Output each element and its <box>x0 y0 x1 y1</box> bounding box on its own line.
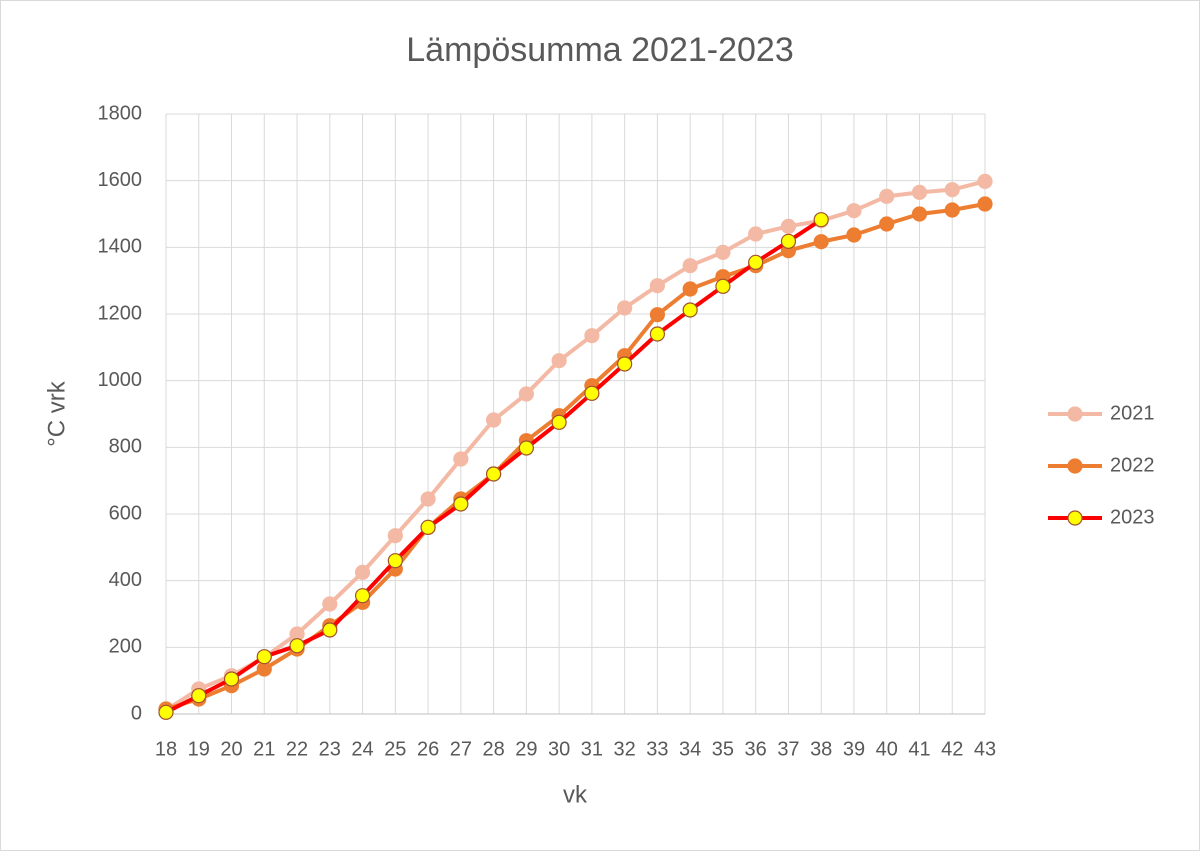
legend-label: 2021 <box>1110 402 1155 424</box>
series-marker <box>649 307 666 323</box>
series-marker <box>223 671 240 687</box>
series-marker <box>846 227 862 243</box>
series-marker <box>715 244 731 260</box>
series-marker <box>387 553 403 569</box>
x-tick-label: 31 <box>581 738 603 760</box>
x-tick-label: 26 <box>417 738 439 760</box>
x-tick-label: 38 <box>810 738 832 760</box>
series-marker <box>289 638 305 654</box>
series-marker <box>780 233 797 249</box>
series-marker <box>977 173 993 189</box>
series-marker <box>354 564 371 580</box>
x-tick-label: 37 <box>777 738 799 760</box>
y-tick-label: 1800 <box>98 102 143 124</box>
x-tick-label: 30 <box>548 738 570 760</box>
x-tick-label: 27 <box>450 738 472 760</box>
x-tick-label: 20 <box>220 738 242 760</box>
x-tick-label: 24 <box>351 738 373 760</box>
series-marker <box>387 528 403 544</box>
series-marker <box>649 278 666 294</box>
series-marker <box>780 218 797 234</box>
series-marker <box>322 622 338 638</box>
legend-marker <box>1067 406 1083 422</box>
x-tick-label: 41 <box>908 738 930 760</box>
y-tick-label: 1000 <box>98 369 143 391</box>
series-marker <box>354 588 371 604</box>
series-marker <box>911 206 928 222</box>
series-marker <box>322 596 338 612</box>
x-tick-label: 43 <box>974 738 996 760</box>
series-marker <box>486 412 502 428</box>
series-marker <box>748 254 764 270</box>
series-marker <box>584 385 600 401</box>
x-axis-label: vk <box>563 781 588 808</box>
x-tick-label: 34 <box>679 738 701 760</box>
legend-label: 2022 <box>1110 454 1155 476</box>
series-marker <box>944 182 960 198</box>
x-tick-label: 40 <box>876 738 898 760</box>
series-marker <box>879 216 895 232</box>
series-marker <box>813 212 829 228</box>
series-marker <box>617 300 633 316</box>
x-tick-label: 22 <box>286 738 308 760</box>
series-marker <box>813 234 829 250</box>
x-tick-label: 19 <box>188 738 210 760</box>
series-marker <box>518 440 534 456</box>
series-marker <box>551 353 567 369</box>
x-tick-label: 42 <box>941 738 963 760</box>
y-axis-label: °C vrk <box>43 380 70 447</box>
y-tick-label: 200 <box>109 636 142 658</box>
series-marker <box>649 326 666 342</box>
x-tick-label: 35 <box>712 738 734 760</box>
x-tick-label: 36 <box>745 738 767 760</box>
series-marker <box>420 519 436 535</box>
x-tick-label: 25 <box>384 738 406 760</box>
x-tick-label: 39 <box>843 738 865 760</box>
series-marker <box>584 328 600 344</box>
series-marker <box>551 414 567 430</box>
series-marker <box>486 466 502 482</box>
x-tick-label: 23 <box>319 738 341 760</box>
legend-label: 2023 <box>1110 506 1155 528</box>
y-tick-label: 1600 <box>98 169 143 191</box>
y-tick-label: 1400 <box>98 236 143 258</box>
y-tick-label: 600 <box>109 502 142 524</box>
series-marker <box>158 704 174 720</box>
series-marker <box>518 386 534 402</box>
series-marker <box>682 258 698 274</box>
series-marker <box>682 281 698 297</box>
legend-marker <box>1067 458 1083 474</box>
x-tick-label: 21 <box>253 738 275 760</box>
series-marker <box>748 226 764 242</box>
series-marker <box>453 496 469 512</box>
series-marker <box>191 688 207 704</box>
y-tick-label: 0 <box>131 702 142 724</box>
chart-title: Lämpösumma 2021-2023 <box>406 31 793 69</box>
y-tick-label: 800 <box>109 436 142 458</box>
series-marker <box>944 202 960 218</box>
x-tick-label: 32 <box>614 738 636 760</box>
y-tick-label: 400 <box>109 569 142 591</box>
x-tick-label: 29 <box>515 738 537 760</box>
series-marker <box>420 491 436 507</box>
x-tick-label: 33 <box>646 738 668 760</box>
x-tick-label: 28 <box>482 738 504 760</box>
series-marker <box>617 356 633 372</box>
series-marker <box>977 196 993 212</box>
series-marker <box>682 302 698 318</box>
series-marker <box>879 188 895 204</box>
y-tick-label: 1200 <box>98 302 143 324</box>
series-marker <box>453 451 469 467</box>
series-marker <box>715 278 731 294</box>
legend-marker <box>1067 510 1083 526</box>
series-marker <box>256 649 272 665</box>
series-marker <box>846 203 862 219</box>
series-marker <box>911 184 928 200</box>
x-tick-label: 18 <box>155 738 177 760</box>
